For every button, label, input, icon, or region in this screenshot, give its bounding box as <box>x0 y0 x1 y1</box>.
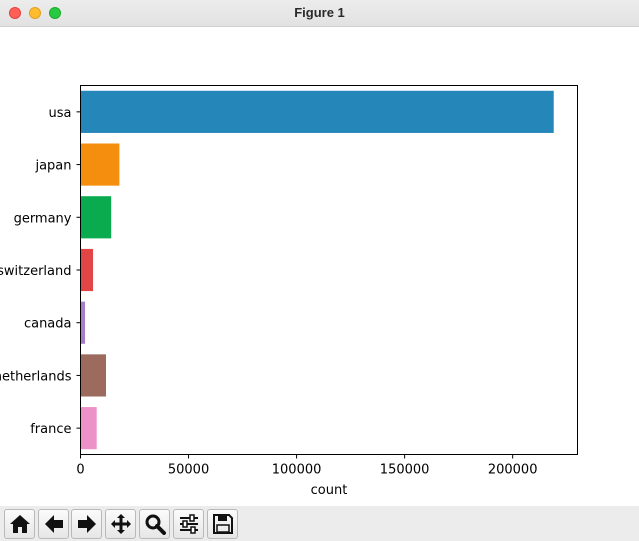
x-tick-label: 200000 <box>488 463 538 478</box>
bar-canada <box>80 301 86 344</box>
title-bar: Figure 1 <box>0 0 639 27</box>
y-tick-label: switzerland <box>0 264 72 279</box>
x-tick-label: 150000 <box>380 463 430 478</box>
maximize-window-button[interactable] <box>49 7 61 19</box>
bar-netherlands <box>80 354 106 397</box>
bar-france <box>80 407 97 450</box>
bar-germany <box>80 196 112 239</box>
axes-frame <box>80 85 578 455</box>
y-tick-label: usa <box>49 106 72 121</box>
home-button[interactable] <box>4 509 35 539</box>
arrow-right-icon <box>77 515 96 533</box>
magnifier-icon <box>145 514 166 535</box>
y-tick-label: japan <box>34 159 71 174</box>
sliders-icon <box>179 514 198 534</box>
y-tick-label: france <box>30 422 71 437</box>
navigation-toolbar <box>0 506 639 541</box>
x-axis-label: count <box>311 483 348 498</box>
pan-button[interactable] <box>105 509 136 539</box>
save-button[interactable] <box>207 509 238 539</box>
minimize-window-button[interactable] <box>29 7 41 19</box>
y-tick-label: netherlands <box>0 369 72 384</box>
zoom-button[interactable] <box>139 509 170 539</box>
x-tick-label: 0 <box>76 463 84 478</box>
forward-button[interactable] <box>71 509 102 539</box>
bar-chart: usa japan germany switzerland canada netherla… <box>0 85 578 498</box>
figure-canvas: usa japan germany switzerland canada netherla… <box>0 27 639 506</box>
move-icon <box>110 514 131 534</box>
configure-subplots-button[interactable] <box>173 509 204 539</box>
home-icon <box>9 515 30 533</box>
y-tick-label: canada <box>24 317 72 332</box>
bar-japan <box>80 143 120 186</box>
bar-switzerland <box>80 248 94 292</box>
x-tick-label: 50000 <box>168 463 209 478</box>
back-button[interactable] <box>38 509 69 539</box>
close-window-button[interactable] <box>9 7 21 19</box>
window-title: Figure 1 <box>294 5 345 20</box>
arrow-left-icon <box>44 515 63 533</box>
x-tick-label: 100000 <box>272 463 322 478</box>
floppy-disk-icon <box>212 514 233 534</box>
bar-usa <box>80 90 554 133</box>
y-tick-label: germany <box>14 211 72 226</box>
